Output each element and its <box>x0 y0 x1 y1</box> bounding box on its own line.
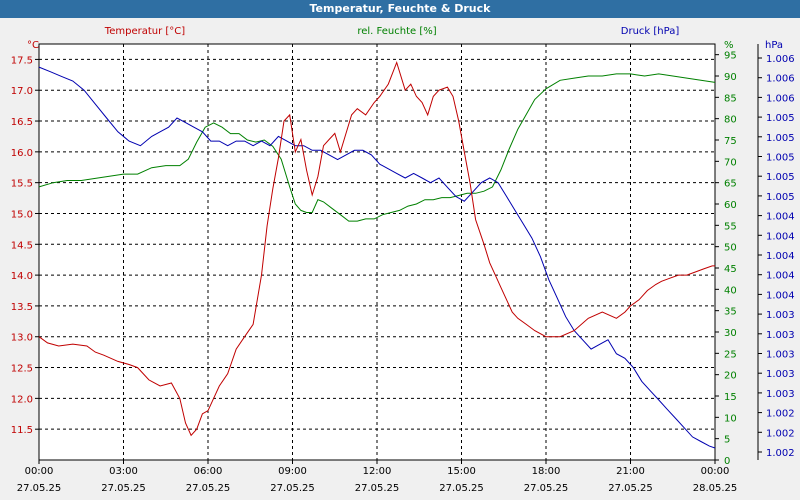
humidity-tick-label: 55 <box>724 221 737 232</box>
pressure-line <box>38 66 716 449</box>
humidity-tick-label: 50 <box>724 243 737 254</box>
humidity-tick-label: 0 <box>724 456 730 467</box>
pressure-tick-label: 1.004 <box>766 290 795 301</box>
humidity-tick-label: 30 <box>724 328 737 339</box>
time-axis: 00:00 27.05.25 03:00 27.05.25 06:00 27.05.25 0… <box>17 460 738 494</box>
pressure-tick-label: 1.003 <box>766 350 795 361</box>
pressure-tick-label: 1.006 <box>766 93 795 104</box>
x-tick-date: 28.05.25 <box>693 483 738 494</box>
temperature-axis: 17.5 17.0 16.5 16.0 15.5 15.0 14.5 14.0 13.5 13.0… <box>11 55 39 436</box>
x-tick-time: 15:00 <box>447 466 476 477</box>
x-tick-date: 27.05.25 <box>17 483 62 494</box>
pressure-tick-label: 1.003 <box>766 310 795 321</box>
pressure-tick-label: 1.004 <box>766 231 795 242</box>
temperature-series-label: Temperatur [°C] <box>104 26 185 37</box>
humidity-tick-label: 85 <box>724 93 737 104</box>
humidity-tick-label: 15 <box>724 392 737 403</box>
humidity-tick-label: 10 <box>724 413 737 424</box>
humidity-series-label: rel. Feuchte [%] <box>357 26 436 37</box>
temperature-tick-label: 16.5 <box>11 117 33 128</box>
humidity-tick-label: 95 <box>724 51 737 62</box>
x-tick-time: 12:00 <box>363 466 392 477</box>
temperature-tick-label: 14.5 <box>11 240 33 251</box>
x-tick-date: 27.05.25 <box>439 483 484 494</box>
x-tick-time: 00:00 <box>25 466 54 477</box>
grid-lines <box>39 44 715 460</box>
x-tick-date: 27.05.25 <box>270 483 315 494</box>
x-tick-date: 27.05.25 <box>101 483 146 494</box>
humidity-tick-label: 90 <box>724 72 737 83</box>
temperature-line <box>38 60 715 437</box>
pressure-tick-label: 1.003 <box>766 369 795 380</box>
x-tick-date: 27.05.25 <box>524 483 569 494</box>
pressure-tick-label: 1.003 <box>766 330 795 341</box>
x-tick-time: 00:00 <box>701 466 730 477</box>
temperature-tick-label: 11.5 <box>11 425 33 436</box>
pressure-tick-label: 1.005 <box>766 153 795 164</box>
x-tick-date: 27.05.25 <box>355 483 400 494</box>
chart-frame: 17.5 17.0 16.5 16.0 15.5 15.0 14.5 14.0 13.5 13.0… <box>0 18 800 500</box>
humidity-line <box>38 73 716 222</box>
humidity-tick-label: 45 <box>724 264 737 275</box>
pressure-tick-label: 1.004 <box>766 212 795 223</box>
temperature-tick-label: 13.0 <box>11 333 33 344</box>
humidity-tick-label: 70 <box>724 157 737 168</box>
humidity-tick-label: 60 <box>724 200 737 211</box>
humidity-tick-label: 20 <box>724 371 737 382</box>
pressure-tick-label: 1.005 <box>766 113 795 124</box>
humidity-tick-label: 5 <box>724 435 730 446</box>
pressure-tick-label: 1.002 <box>766 448 795 459</box>
humidity-tick-label: 80 <box>724 115 737 126</box>
pressure-unit-label: hPa <box>765 40 783 51</box>
pressure-tick-label: 1.005 <box>766 172 795 183</box>
pressure-tick-label: 1.005 <box>766 133 795 144</box>
x-tick-date: 27.05.25 <box>608 483 653 494</box>
temperature-tick-label: 14.0 <box>11 271 33 282</box>
humidity-unit-label: % <box>724 40 734 51</box>
temperature-tick-label: 15.0 <box>11 209 33 220</box>
x-tick-date: 27.05.25 <box>186 483 231 494</box>
pressure-tick-label: 1.004 <box>766 251 795 262</box>
x-tick-time: 03:00 <box>109 466 138 477</box>
x-tick-time: 18:00 <box>532 466 561 477</box>
pressure-tick-label: 1.003 <box>766 389 795 400</box>
temperature-tick-label: 17.5 <box>11 55 33 66</box>
x-tick-time: 21:00 <box>616 466 645 477</box>
x-tick-time: 06:00 <box>194 466 223 477</box>
temperature-tick-label: 12.0 <box>11 394 33 405</box>
pressure-axis: 1.006 1.006 1.006 1.005 1.005 1.005 1.005 1.005… <box>757 44 795 460</box>
temperature-tick-label: 17.0 <box>11 86 33 97</box>
x-tick-time: 09:00 <box>278 466 307 477</box>
humidity-tick-label: 75 <box>724 136 737 147</box>
pressure-tick-label: 1.006 <box>766 74 795 85</box>
temperature-tick-label: 16.0 <box>11 148 33 159</box>
humidity-tick-label: 40 <box>724 285 737 296</box>
humidity-tick-label: 65 <box>724 179 737 190</box>
pressure-tick-label: 1.002 <box>766 428 795 439</box>
pressure-tick-label: 1.004 <box>766 271 795 282</box>
chart-svg: 17.5 17.0 16.5 16.0 15.5 15.0 14.5 14.0 13.5 13.0… <box>11 26 795 494</box>
pressure-series-label: Druck [hPa] <box>621 26 680 37</box>
pressure-tick-label: 1.005 <box>766 192 795 203</box>
chart-title: Temperatur, Feuchte & Druck <box>0 0 800 18</box>
plot-area <box>38 43 716 461</box>
temperature-tick-label: 13.5 <box>11 302 33 313</box>
temperature-tick-label: 12.5 <box>11 364 33 375</box>
humidity-tick-label: 25 <box>724 349 737 360</box>
humidity-tick-label: 35 <box>724 307 737 318</box>
pressure-tick-label: 1.002 <box>766 409 795 420</box>
temperature-unit-label: °C <box>27 40 39 51</box>
pressure-tick-label: 1.006 <box>766 54 795 65</box>
temperature-tick-label: 15.5 <box>11 179 33 190</box>
